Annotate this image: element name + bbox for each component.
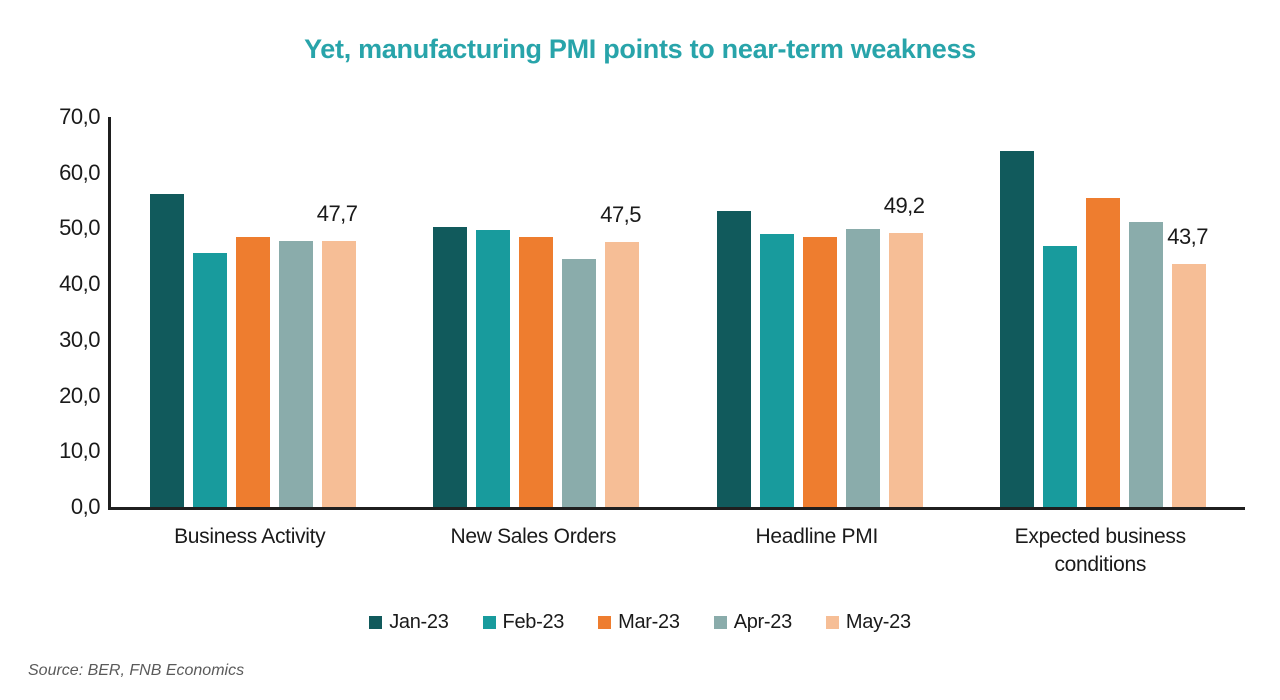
source-note: Source: BER, FNB Economics <box>28 662 245 679</box>
x-category-label-text: Headline PMI <box>755 525 879 548</box>
bar-apr-23 <box>1129 221 1164 507</box>
bar-slot <box>235 237 270 507</box>
bar-feb-23 <box>192 252 227 507</box>
bar-group: 47,7 <box>111 117 395 507</box>
x-category-label: Expected business conditions <box>959 523 1243 579</box>
bar-slot <box>476 229 511 507</box>
y-tick-label: 40,0 <box>59 271 100 297</box>
legend-swatch-jan-23 <box>369 616 383 629</box>
bar-mar-23 <box>1086 197 1121 507</box>
y-tick-label: 20,0 <box>59 382 100 408</box>
bar-value-label: 47,5 <box>600 202 642 228</box>
y-tick-label: 50,0 <box>59 215 100 241</box>
bar-slot <box>1043 245 1078 507</box>
bar-group: 43,7 <box>962 117 1246 507</box>
x-category-label-text: Expected business conditions <box>1014 525 1186 576</box>
x-category-label-text: New Sales Orders <box>450 525 617 548</box>
chart-title: Yet, manufacturing PMI points to near-te… <box>304 34 976 64</box>
bar-feb-23 <box>1043 245 1078 507</box>
bar-feb-23 <box>759 234 794 507</box>
bar-group: 47,5 <box>395 117 679 507</box>
bar-group: 49,2 <box>678 117 962 507</box>
bar-value-label: 49,2 <box>883 192 925 218</box>
bar-slot: 47,7 <box>317 201 358 507</box>
bar-jan-23 <box>716 211 751 507</box>
bar-slot <box>1086 197 1121 507</box>
legend-swatch-mar-23 <box>598 616 612 629</box>
legend-swatch-feb-23 <box>482 616 496 629</box>
legend-label: Apr-23 <box>733 611 793 633</box>
legend: Jan-23 Feb-23 Mar-23 Apr-23 May-23 <box>0 611 1280 634</box>
bar-mar-23 <box>235 237 270 507</box>
legend-swatch-may-23 <box>825 616 839 629</box>
legend-label: Jan-23 <box>389 611 449 633</box>
x-category-label: New Sales Orders <box>392 523 676 579</box>
bar-slot: 47,5 <box>600 202 642 507</box>
legend-label: May-23 <box>845 611 911 633</box>
x-category-label: Headline PMI <box>675 523 959 579</box>
y-tick-label: 60,0 <box>59 159 100 185</box>
plot-area: 47,7 47,5 49,2 43,7 <box>108 117 1245 510</box>
bar-slot: 43,7 <box>1167 224 1209 507</box>
bar-apr-23 <box>278 241 313 507</box>
bar-slot <box>716 211 751 507</box>
legend-swatch-apr-23 <box>713 616 727 629</box>
bar-apr-23 <box>562 259 597 507</box>
x-category-label-text: Business Activity <box>174 525 326 548</box>
bar-apr-23 <box>845 229 880 507</box>
bar-slot <box>278 241 313 507</box>
legend-item: Apr-23 <box>713 611 793 634</box>
bar-jan-23 <box>433 227 468 507</box>
bar-value-label: 43,7 <box>1167 223 1209 249</box>
legend-item: Mar-23 <box>598 611 680 634</box>
bar-slot <box>802 237 837 507</box>
bar-slot <box>1129 221 1164 507</box>
bar-may-23 <box>321 241 356 507</box>
bar-may-23 <box>888 232 923 507</box>
bar-slot <box>1000 151 1035 507</box>
y-tick-label: 0,0 <box>70 494 101 519</box>
bar-mar-23 <box>519 236 554 507</box>
y-tick-label: 10,0 <box>59 438 100 464</box>
bar-slot <box>562 259 597 507</box>
y-tick-label: 30,0 <box>59 326 100 352</box>
bar-slot <box>759 234 794 507</box>
bar-may-23 <box>1172 263 1207 507</box>
y-tick-label: 70,0 <box>59 104 100 129</box>
legend-item: Feb-23 <box>482 611 565 634</box>
bar-slot <box>192 252 227 507</box>
bar-jan-23 <box>149 193 184 507</box>
x-axis: Business Activity New Sales Orders Headlin… <box>108 523 1242 579</box>
bar-slot <box>433 227 468 507</box>
bar-slot: 49,2 <box>884 193 925 507</box>
x-category-label: Business Activity <box>108 523 392 579</box>
bar-feb-23 <box>476 229 511 507</box>
bar-value-label: 47,7 <box>316 201 358 227</box>
bar-slot <box>149 193 184 507</box>
legend-item: Jan-23 <box>369 611 449 634</box>
legend-label: Feb-23 <box>502 611 565 633</box>
bar-slot <box>845 229 880 507</box>
bar-jan-23 <box>1000 151 1035 507</box>
legend-label: Mar-23 <box>618 611 680 633</box>
legend-item: May-23 <box>825 611 911 634</box>
bar-slot <box>519 236 554 507</box>
bar-mar-23 <box>802 237 837 507</box>
bar-may-23 <box>605 242 640 507</box>
